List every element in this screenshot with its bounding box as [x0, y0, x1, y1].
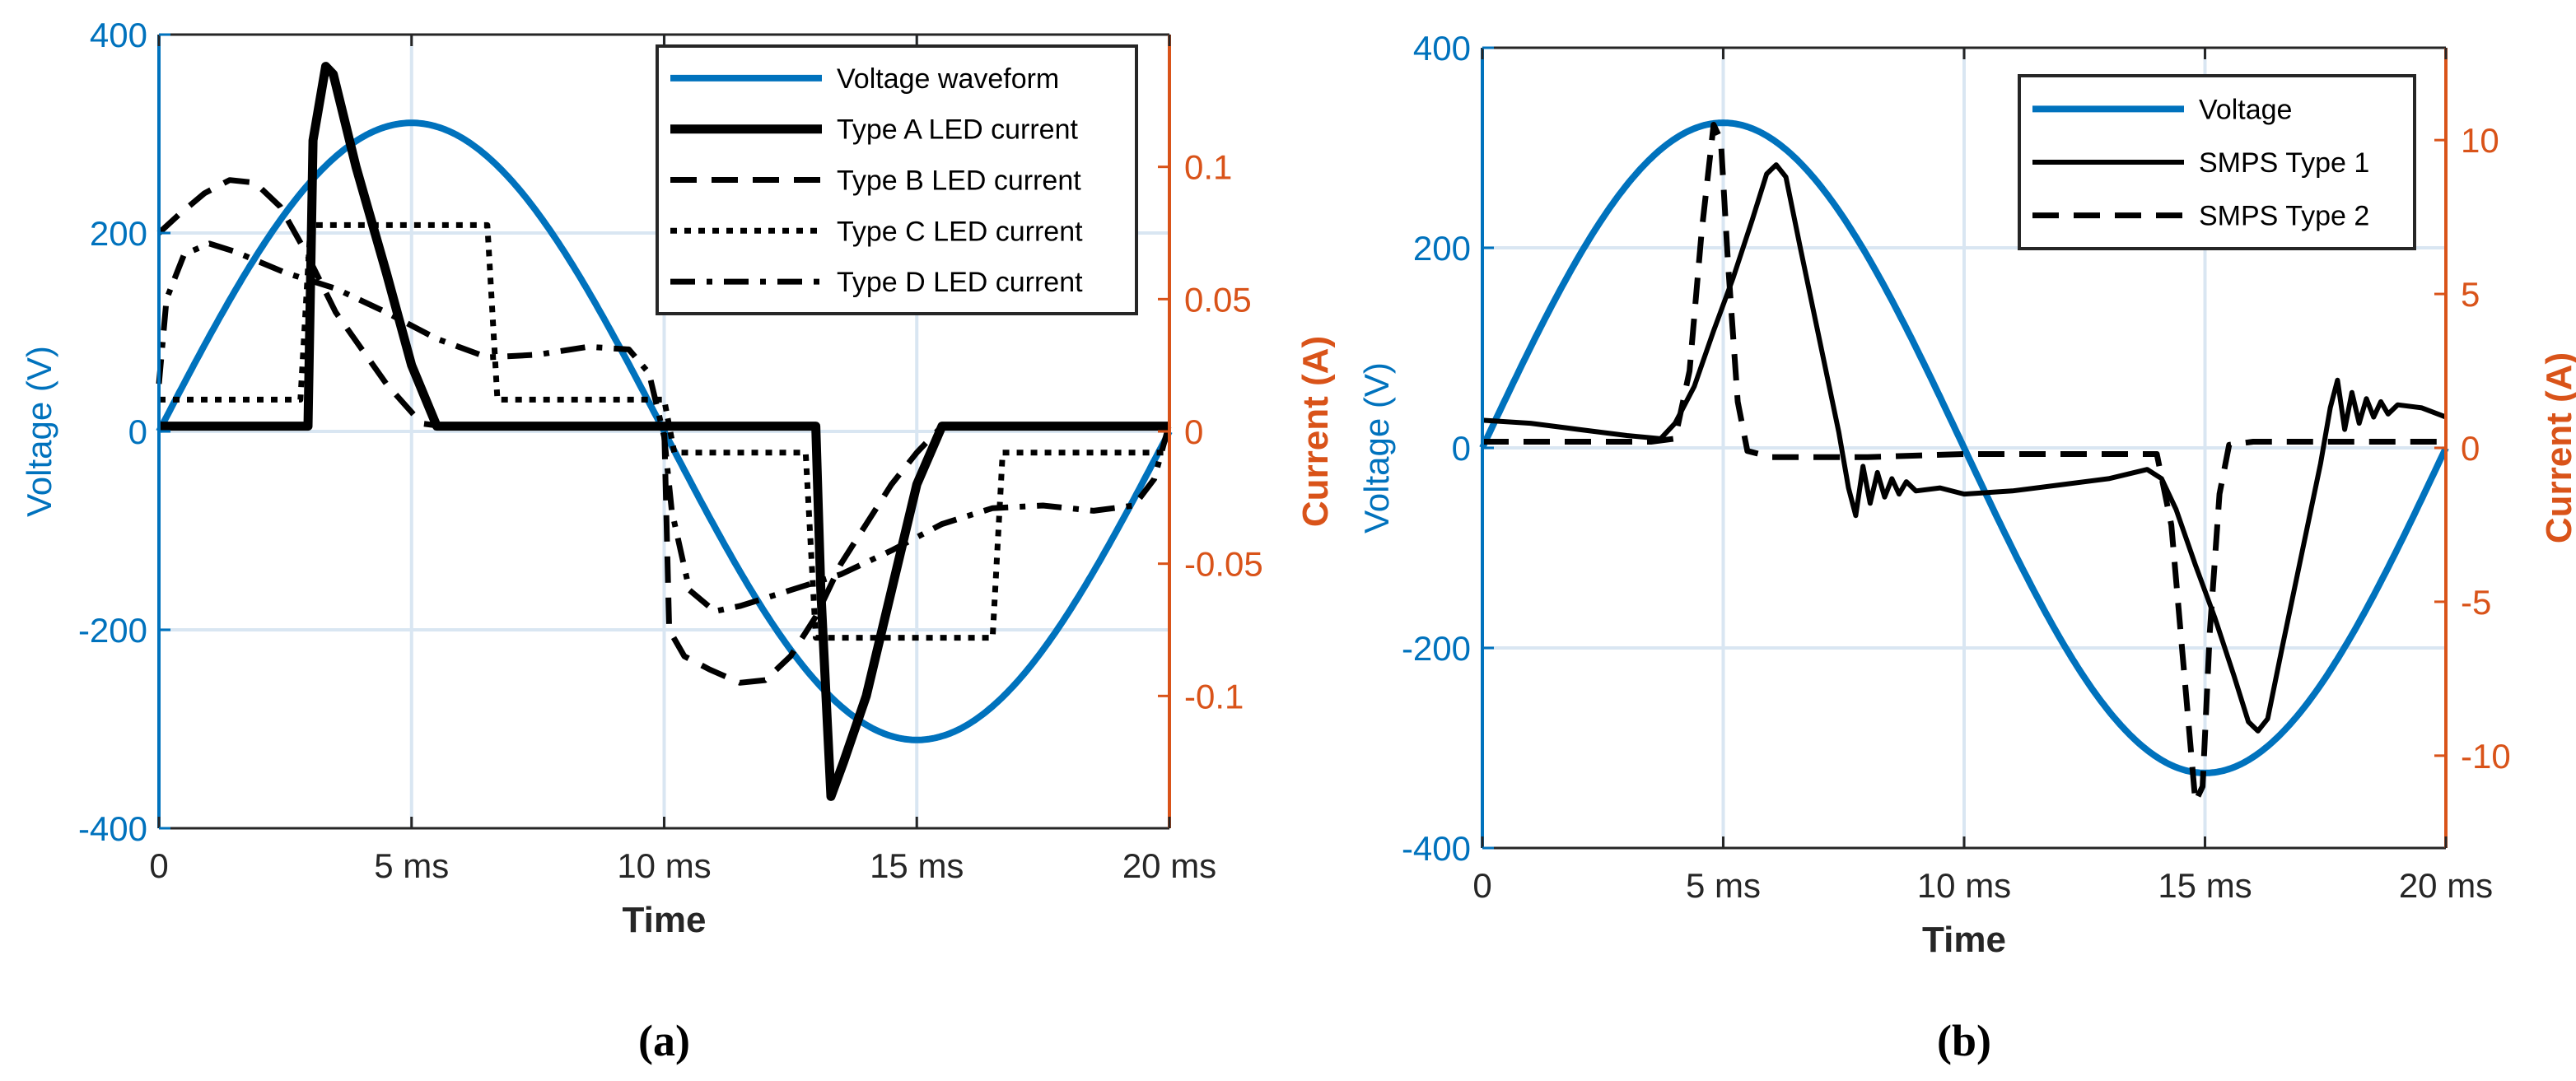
y-left-tick-label: 0 [1452, 429, 1471, 468]
series-line-1 [1479, 119, 2449, 776]
legend-label-4: Type C LED current [837, 216, 1083, 247]
y-left-tick-label: 400 [90, 16, 147, 54]
x-axis-label: Time [623, 900, 707, 940]
legend-label-1: Voltage [2199, 94, 2292, 125]
chart-b: 0 5 ms 10 ms 15 ms 20 ms -400 -200 0 200 400 -10 -5… [1357, 29, 2576, 1065]
y-left-tick-label: -200 [1402, 629, 1471, 668]
legend-label-5: Type D LED current [837, 267, 1083, 298]
y-left-tick-label: 400 [1413, 29, 1471, 68]
y-right-tick-label: 0 [2461, 429, 2480, 468]
y-left-tick-label: -200 [78, 611, 147, 650]
x-tick-label: 20 ms [2399, 866, 2493, 905]
x-tick-label: 0 [1472, 866, 1491, 905]
legend-label-3: Type B LED current [837, 165, 1081, 197]
y-left-tick-label: 0 [128, 412, 147, 451]
x-tick-label: 20 ms [1122, 846, 1216, 885]
chart-a: 0 5 ms 10 ms 15 ms 20 ms -400 -200 0 200 400 -0.1 -… [20, 16, 1336, 1065]
y-right-tick-label: 10 [2461, 121, 2499, 160]
series-line-5 [156, 240, 1173, 614]
series-line-3 [156, 177, 1169, 686]
x-tick-label: 15 ms [870, 846, 964, 885]
y-left-tick-label: -400 [78, 809, 147, 848]
x-tick-label: 5 ms [1686, 866, 1761, 905]
y-right-tick-label: -0.1 [1184, 677, 1244, 715]
x-tick-label: 10 ms [1917, 866, 2011, 905]
y-right-tick-label: 5 [2461, 275, 2480, 314]
x-tick-label: 10 ms [617, 846, 711, 885]
x-axis-label: Time [1922, 920, 2006, 960]
series-line-3 [1482, 122, 2446, 805]
series-line-2 [1482, 162, 2448, 734]
y-left-axis-label: Voltage (V) [1357, 362, 1396, 534]
y-right-axis-label: Current (A) [1295, 336, 1336, 527]
y-right-tick-label: -10 [2461, 737, 2511, 776]
y-right-tick-label: -0.05 [1184, 545, 1263, 584]
y-right-tick-label: 0.05 [1184, 280, 1252, 319]
x-tick-label: 15 ms [2158, 866, 2252, 905]
series-line-1 [156, 119, 1173, 743]
y-left-tick-label: 200 [1413, 229, 1471, 268]
legend-label-3: SMPS Type 2 [2199, 201, 2369, 232]
chart-caption: (a) [638, 1016, 690, 1065]
y-left-axis-label: Voltage (V) [20, 346, 58, 517]
series-line-2 [159, 62, 1169, 801]
legend: Voltage waveform Type A LED current Type B… [656, 44, 1138, 315]
y-left-tick-label: 200 [90, 214, 147, 253]
legend-label-2: SMPS Type 1 [2199, 147, 2369, 179]
y-right-tick-label: 0 [1184, 412, 1203, 451]
y-left-tick-label: -400 [1402, 829, 1471, 868]
legend-label-2: Type A LED current [837, 114, 1078, 146]
y-right-tick-label: 0.1 [1184, 148, 1232, 187]
y-right-tick-label: -5 [2461, 583, 2491, 622]
chart-caption: (b) [1937, 1016, 1991, 1065]
y-right-axis-label: Current (A) [2539, 352, 2576, 543]
x-tick-label: 5 ms [374, 846, 449, 885]
x-tick-label: 0 [149, 846, 168, 885]
legend: Voltage SMPS Type 1 SMPS Type 2 [2018, 74, 2416, 250]
legend-label-1: Voltage waveform [837, 63, 1059, 95]
